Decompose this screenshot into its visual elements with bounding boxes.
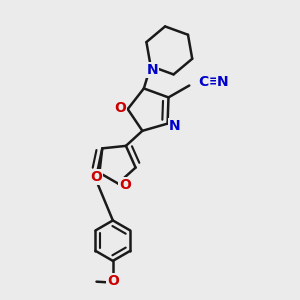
Text: O: O (90, 170, 102, 184)
Text: C: C (198, 75, 209, 89)
Text: N: N (217, 75, 229, 89)
Text: O: O (114, 100, 126, 115)
Text: ≡: ≡ (208, 76, 219, 88)
Text: O: O (107, 274, 119, 288)
Text: O: O (119, 178, 131, 192)
Text: N: N (169, 119, 181, 133)
Text: N: N (146, 63, 158, 77)
